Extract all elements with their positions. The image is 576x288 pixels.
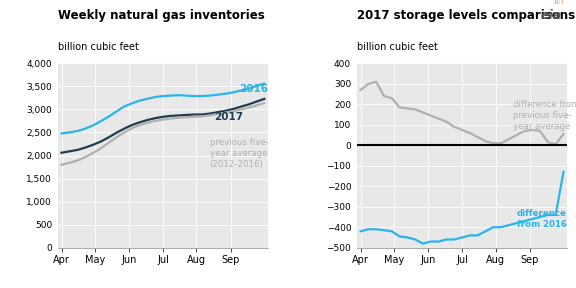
Text: eia: eia xyxy=(540,9,562,22)
Text: Weekly natural gas inventories: Weekly natural gas inventories xyxy=(58,9,264,22)
Text: |: | xyxy=(555,0,558,4)
Text: 2016: 2016 xyxy=(240,84,268,94)
Text: previous five-
year average
(2012-2016): previous five- year average (2012-2016) xyxy=(210,138,268,169)
Text: difference from
previous five-
year average: difference from previous five- year aver… xyxy=(513,100,576,131)
Text: |: | xyxy=(560,0,562,4)
Text: 2017 storage levels comparisons: 2017 storage levels comparisons xyxy=(357,9,575,22)
Text: |: | xyxy=(558,0,560,4)
Text: |: | xyxy=(553,0,555,4)
Text: billion cubic feet: billion cubic feet xyxy=(58,42,138,52)
Text: difference
from 2016: difference from 2016 xyxy=(517,209,567,229)
Text: billion cubic feet: billion cubic feet xyxy=(357,42,438,52)
Text: 2017: 2017 xyxy=(214,113,242,122)
